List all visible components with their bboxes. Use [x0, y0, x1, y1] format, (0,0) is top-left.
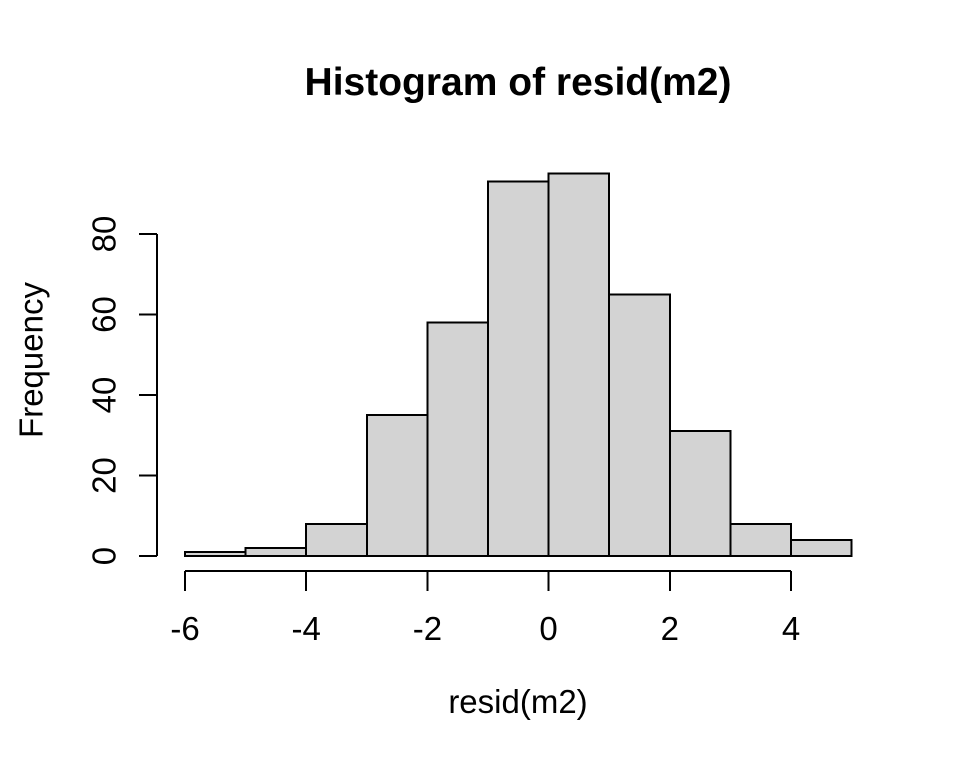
- x-tick-label: -4: [292, 610, 321, 647]
- x-tick-label: 2: [661, 610, 679, 647]
- histogram-bar: [184, 551, 247, 557]
- x-tick-label: -6: [170, 610, 199, 647]
- y-axis: 0 20 40 60 80: [86, 216, 158, 565]
- bars-group: [184, 172, 853, 558]
- y-tick-label: 60: [86, 296, 123, 333]
- histogram-bar: [729, 522, 793, 557]
- histogram-bar: [790, 538, 853, 558]
- y-tick-label: 0: [86, 547, 123, 565]
- x-tick-label: 0: [539, 610, 557, 647]
- x-axis: -6 -4 -2 0 2 4: [170, 570, 800, 647]
- x-tick-label: -2: [413, 610, 442, 647]
- chart-title: Histogram of resid(m2): [305, 61, 732, 104]
- histogram-bar: [426, 321, 489, 557]
- histogram-bar: [668, 430, 732, 558]
- histogram-bar: [244, 547, 308, 557]
- x-axis-label: resid(m2): [448, 683, 587, 720]
- histogram-bar: [608, 293, 671, 557]
- x-tick-label: 4: [782, 610, 800, 647]
- y-axis-label: Frequency: [13, 282, 50, 438]
- y-tick-label: 20: [86, 457, 123, 494]
- y-tick-label: 40: [86, 377, 123, 414]
- y-tick-label: 80: [86, 216, 123, 253]
- histogram-bar: [305, 522, 368, 557]
- histogram-bar: [365, 414, 429, 557]
- histogram-bar: [487, 180, 550, 557]
- histogram-bar: [547, 172, 611, 557]
